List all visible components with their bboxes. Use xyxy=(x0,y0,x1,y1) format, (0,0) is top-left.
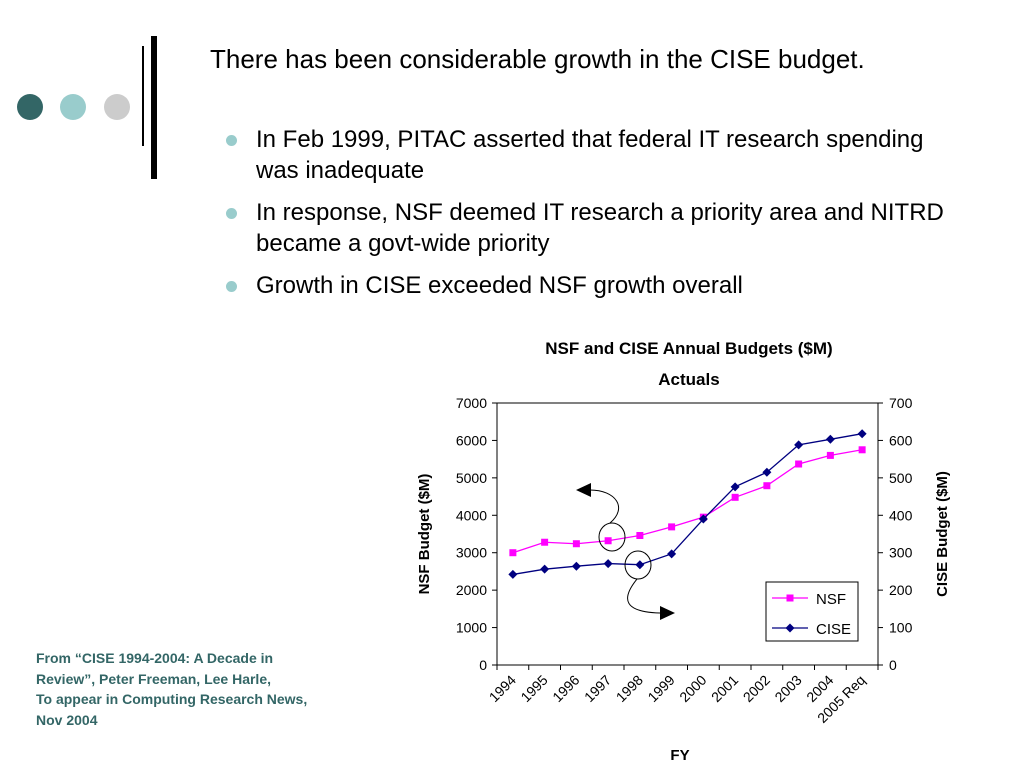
right-tick-label: 200 xyxy=(889,582,913,598)
slide-title: There has been considerable growth in th… xyxy=(210,44,865,74)
bullet-list: In Feb 1999, PITAC asserted that federal… xyxy=(226,124,946,312)
right-tick-label: 400 xyxy=(889,507,913,523)
right-tick-label: 0 xyxy=(889,657,897,673)
left-arrow-icon xyxy=(576,483,591,497)
x-axis-title: FY xyxy=(670,747,689,764)
x-tick-label: 2001 xyxy=(708,672,741,705)
left-tick-label: 0 xyxy=(479,657,487,673)
source-line: Review”, Peter Freeman, Lee Harle, xyxy=(36,670,271,687)
nsf-data-point xyxy=(509,549,517,557)
cise-data-point xyxy=(667,549,677,559)
cise-series-line xyxy=(512,433,863,576)
bullet-text: Growth in CISE exceeded NSF growth overa… xyxy=(256,272,743,299)
x-tick-label: 1994 xyxy=(486,672,519,705)
x-tick-label: 1997 xyxy=(581,672,614,705)
bullet-text: In Feb 1999, PITAC asserted that federal… xyxy=(256,126,924,184)
cise-data-point xyxy=(730,482,740,492)
right-axis-title: CISE Budget ($M) xyxy=(934,471,951,597)
cise-data-point xyxy=(762,467,772,477)
decor-dot-dark xyxy=(17,94,43,120)
cise-data-point xyxy=(857,429,867,439)
left-tick-label: 3000 xyxy=(456,545,487,561)
cise-data-point xyxy=(794,440,804,450)
decor-dot-teal xyxy=(60,94,86,120)
nsf-axis-arrow-line xyxy=(589,489,620,524)
left-axis-title: NSF Budget ($M) xyxy=(416,474,433,595)
x-tick-label: 2003 xyxy=(771,672,804,705)
nsf-data-point xyxy=(795,460,803,468)
x-tick-label: 2000 xyxy=(676,672,709,705)
left-tick-label: 5000 xyxy=(456,470,487,486)
x-tick-label: 1998 xyxy=(613,672,646,705)
source-citation: From “CISE 1994-2004: A Decade in Review… xyxy=(36,648,376,730)
chart-title-line: NSF and CISE Annual Budgets ($M) xyxy=(545,339,832,358)
right-tick-label: 300 xyxy=(889,545,913,561)
left-tick-label: 1000 xyxy=(456,620,487,636)
cise-axis-arrow-line xyxy=(627,578,661,614)
left-tick-label: 7000 xyxy=(456,395,487,411)
nsf-data-point xyxy=(668,523,676,531)
nsf-data-point xyxy=(826,451,834,459)
cise-data-point xyxy=(825,434,835,444)
nsf-data-point xyxy=(636,531,644,539)
legend-nsf-label: NSF xyxy=(816,591,846,608)
cise-data-point xyxy=(540,564,550,574)
bullet-dot-icon xyxy=(226,135,237,146)
cise-data-point xyxy=(698,514,708,524)
bullet-item: In Feb 1999, PITAC asserted that federal… xyxy=(226,124,946,186)
bullet-dot-icon xyxy=(226,281,237,292)
cise-data-point xyxy=(603,559,613,569)
bullet-item: In response, NSF deemed IT research a pr… xyxy=(226,197,946,259)
right-tick-label: 100 xyxy=(889,620,913,636)
right-tick-label: 600 xyxy=(889,432,913,448)
x-tick-label: 1995 xyxy=(517,672,550,705)
x-axis-ticks: 1994199519961997199819992000200120022003… xyxy=(486,665,879,726)
chart-title-line: Actuals xyxy=(658,370,719,389)
source-line: From “CISE 1994-2004: A Decade in xyxy=(36,650,274,666)
cise-highlight-circle xyxy=(624,550,652,580)
legend-box xyxy=(765,581,859,642)
legend-cise-label: CISE xyxy=(816,621,851,638)
bullet-dot-icon xyxy=(226,208,237,219)
nsf-data-point xyxy=(541,538,549,546)
left-tick-label: 6000 xyxy=(456,432,487,448)
legend-nsf-marker xyxy=(786,594,794,602)
nsf-data-point xyxy=(604,537,612,545)
nsf-data-point xyxy=(763,482,771,490)
x-tick-label: 1996 xyxy=(549,672,582,705)
cise-data-point xyxy=(508,569,518,579)
left-tick-label: 4000 xyxy=(456,507,487,523)
chart-legend: NSF CISE xyxy=(765,581,859,642)
x-tick-label: 1999 xyxy=(644,672,677,705)
right-tick-label: 500 xyxy=(889,470,913,486)
bullet-item: Growth in CISE exceeded NSF growth overa… xyxy=(226,270,946,301)
left-tick-label: 2000 xyxy=(456,582,487,598)
legend-cise-marker xyxy=(785,623,795,633)
right-arrow-icon xyxy=(660,606,675,620)
bullet-text: In response, NSF deemed IT research a pr… xyxy=(256,199,944,257)
right-axis-ticks: 0 100 200 300 400 500 600 700 xyxy=(878,395,913,673)
nsf-series-line xyxy=(512,449,863,554)
cise-data-point xyxy=(571,561,581,571)
decor-dot-gray xyxy=(104,94,130,120)
source-line: Nov 2004 xyxy=(36,711,98,728)
nsf-highlight-circle xyxy=(598,522,626,552)
left-axis-ticks: 0 1000 2000 3000 4000 5000 6000 7000 xyxy=(456,395,497,673)
source-line: To appear in Computing Research News, xyxy=(36,691,308,707)
decor-divider-thick xyxy=(151,36,157,179)
decor-divider-thin xyxy=(142,46,144,146)
series-layer xyxy=(508,429,867,579)
nsf-data-point xyxy=(572,540,580,548)
right-tick-label: 700 xyxy=(889,395,913,411)
nsf-data-point xyxy=(731,493,739,501)
x-tick-label: 2002 xyxy=(740,672,773,705)
cise-data-point xyxy=(635,560,645,570)
nsf-data-point xyxy=(858,446,866,454)
